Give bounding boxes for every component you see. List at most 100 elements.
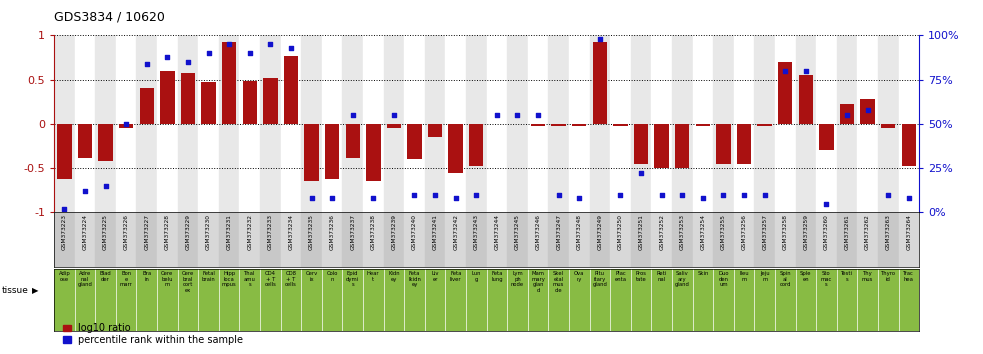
- Text: Jeju
m: Jeju m: [760, 271, 770, 282]
- Bar: [466, 35, 487, 212]
- Bar: [137, 269, 157, 331]
- Text: Blad
der: Blad der: [99, 271, 111, 282]
- Bar: [655, 124, 668, 168]
- Bar: [301, 35, 321, 212]
- Bar: [383, 212, 404, 267]
- Bar: [157, 212, 178, 267]
- Text: Fetal
brain: Fetal brain: [202, 271, 215, 282]
- Text: GSM373229: GSM373229: [186, 214, 191, 250]
- Point: [345, 112, 361, 118]
- Text: Cere
belu
m: Cere belu m: [161, 271, 173, 287]
- Bar: [199, 35, 219, 212]
- Text: GSM373249: GSM373249: [598, 214, 603, 250]
- Bar: [137, 35, 157, 212]
- Text: GSM373223: GSM373223: [62, 214, 67, 250]
- Bar: [860, 99, 875, 124]
- Bar: [240, 35, 260, 212]
- Bar: [898, 269, 919, 331]
- Bar: [634, 124, 648, 164]
- Text: Cere
bral
cort
ex: Cere bral cort ex: [182, 271, 194, 293]
- Text: GSM373256: GSM373256: [741, 214, 746, 250]
- Bar: [593, 42, 607, 124]
- Text: GSM373253: GSM373253: [680, 214, 685, 250]
- Point: [304, 195, 319, 201]
- Bar: [321, 269, 342, 331]
- Bar: [366, 124, 380, 181]
- Bar: [425, 269, 445, 331]
- Bar: [407, 124, 422, 159]
- Bar: [631, 35, 652, 212]
- Text: GSM373233: GSM373233: [267, 214, 273, 250]
- Bar: [260, 212, 280, 267]
- Bar: [243, 81, 257, 124]
- Text: Epid
dymi
s: Epid dymi s: [346, 271, 360, 287]
- Text: GSM373252: GSM373252: [660, 214, 665, 250]
- Bar: [737, 124, 751, 164]
- Bar: [528, 35, 549, 212]
- Text: Thyro
id: Thyro id: [881, 271, 896, 282]
- Point: [881, 192, 896, 198]
- Bar: [754, 212, 775, 267]
- Text: GSM373231: GSM373231: [227, 214, 232, 250]
- Text: GDS3834 / 10620: GDS3834 / 10620: [54, 11, 165, 24]
- Text: GSM373257: GSM373257: [762, 214, 767, 250]
- Bar: [263, 78, 277, 124]
- Bar: [590, 35, 610, 212]
- Text: CD8
+ T
cells: CD8 + T cells: [285, 271, 297, 287]
- Text: GSM373261: GSM373261: [844, 214, 849, 250]
- Bar: [693, 269, 713, 331]
- Bar: [693, 35, 713, 212]
- Text: GSM373242: GSM373242: [453, 214, 458, 250]
- Bar: [758, 124, 772, 126]
- Bar: [445, 35, 466, 212]
- Bar: [816, 269, 837, 331]
- Bar: [631, 212, 652, 267]
- Text: GSM373264: GSM373264: [906, 214, 911, 250]
- Point: [592, 36, 607, 42]
- Bar: [54, 269, 75, 331]
- Point: [633, 171, 649, 176]
- Text: GSM373251: GSM373251: [639, 214, 644, 250]
- Bar: [140, 88, 154, 124]
- Bar: [857, 269, 878, 331]
- Text: Ileu
m: Ileu m: [739, 271, 749, 282]
- Point: [242, 50, 258, 56]
- Bar: [487, 212, 507, 267]
- Text: GSM373227: GSM373227: [145, 214, 149, 250]
- Text: Bon
e
marr: Bon e marr: [120, 271, 133, 287]
- Bar: [528, 269, 549, 331]
- Text: Hear
t: Hear t: [367, 271, 379, 282]
- Bar: [445, 212, 466, 267]
- Point: [428, 192, 443, 198]
- Bar: [610, 212, 631, 267]
- Bar: [590, 212, 610, 267]
- Bar: [160, 71, 175, 124]
- Bar: [321, 212, 342, 267]
- Bar: [445, 269, 466, 331]
- Bar: [631, 269, 652, 331]
- Bar: [549, 212, 569, 267]
- Bar: [342, 212, 363, 267]
- Text: Spin
al
cord: Spin al cord: [780, 271, 791, 287]
- Bar: [816, 212, 837, 267]
- Text: GSM373246: GSM373246: [536, 214, 541, 250]
- Bar: [78, 124, 92, 158]
- Text: GSM373241: GSM373241: [433, 214, 437, 250]
- Bar: [857, 35, 878, 212]
- Text: CD4
+ T
cells: CD4 + T cells: [264, 271, 276, 287]
- Text: Adre
nal
gland: Adre nal gland: [78, 271, 92, 287]
- Bar: [157, 269, 178, 331]
- Bar: [178, 269, 199, 331]
- Text: Plac
enta: Plac enta: [614, 271, 626, 282]
- Bar: [219, 212, 240, 267]
- Bar: [795, 212, 816, 267]
- Text: Bra
in: Bra in: [143, 271, 151, 282]
- Bar: [610, 35, 631, 212]
- Text: GSM373250: GSM373250: [618, 214, 623, 250]
- Bar: [116, 269, 137, 331]
- Bar: [652, 35, 672, 212]
- Text: GSM373258: GSM373258: [782, 214, 787, 250]
- Bar: [733, 35, 754, 212]
- Bar: [551, 124, 566, 126]
- Point: [819, 201, 835, 206]
